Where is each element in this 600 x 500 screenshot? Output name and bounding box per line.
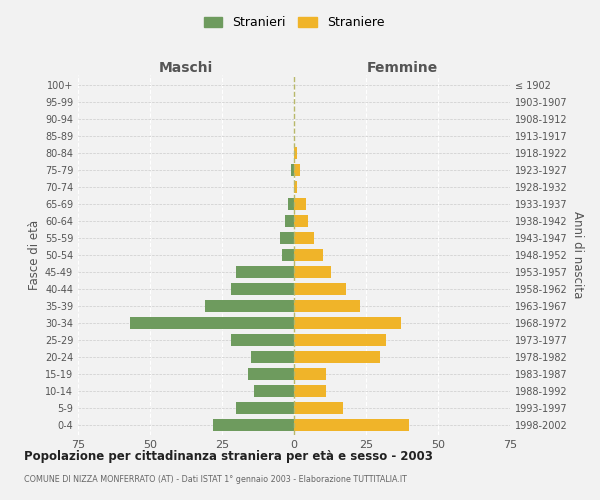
Bar [294, 164, 300, 176]
Bar [286, 215, 294, 227]
Bar [283, 249, 294, 261]
Bar [294, 198, 305, 210]
Bar [294, 249, 323, 261]
Bar [294, 283, 346, 295]
Bar [280, 232, 294, 244]
Bar [294, 334, 386, 346]
Bar [230, 283, 294, 295]
Text: Popolazione per cittadinanza straniera per età e sesso - 2003: Popolazione per cittadinanza straniera p… [24, 450, 433, 463]
Bar [236, 402, 294, 414]
Bar [248, 368, 294, 380]
Bar [294, 215, 308, 227]
Bar [294, 232, 314, 244]
Bar [294, 147, 297, 159]
Bar [294, 300, 360, 312]
Bar [251, 351, 294, 363]
Bar [294, 384, 326, 397]
Bar [294, 317, 401, 329]
Bar [294, 402, 343, 414]
Bar [291, 164, 294, 176]
Bar [294, 181, 297, 193]
Bar [130, 317, 294, 329]
Bar [294, 418, 409, 431]
Bar [205, 300, 294, 312]
Bar [288, 198, 294, 210]
Bar [236, 266, 294, 278]
Text: Femmine: Femmine [367, 61, 437, 75]
Text: COMUNE DI NIZZA MONFERRATO (AT) - Dati ISTAT 1° gennaio 2003 - Elaborazione TUTT: COMUNE DI NIZZA MONFERRATO (AT) - Dati I… [24, 475, 407, 484]
Bar [254, 384, 294, 397]
Bar [294, 266, 331, 278]
Legend: Stranieri, Straniere: Stranieri, Straniere [199, 11, 389, 34]
Bar [294, 351, 380, 363]
Bar [230, 334, 294, 346]
Y-axis label: Anni di nascita: Anni di nascita [571, 212, 584, 298]
Y-axis label: Fasce di età: Fasce di età [28, 220, 41, 290]
Bar [214, 418, 294, 431]
Text: Maschi: Maschi [159, 61, 213, 75]
Bar [294, 368, 326, 380]
